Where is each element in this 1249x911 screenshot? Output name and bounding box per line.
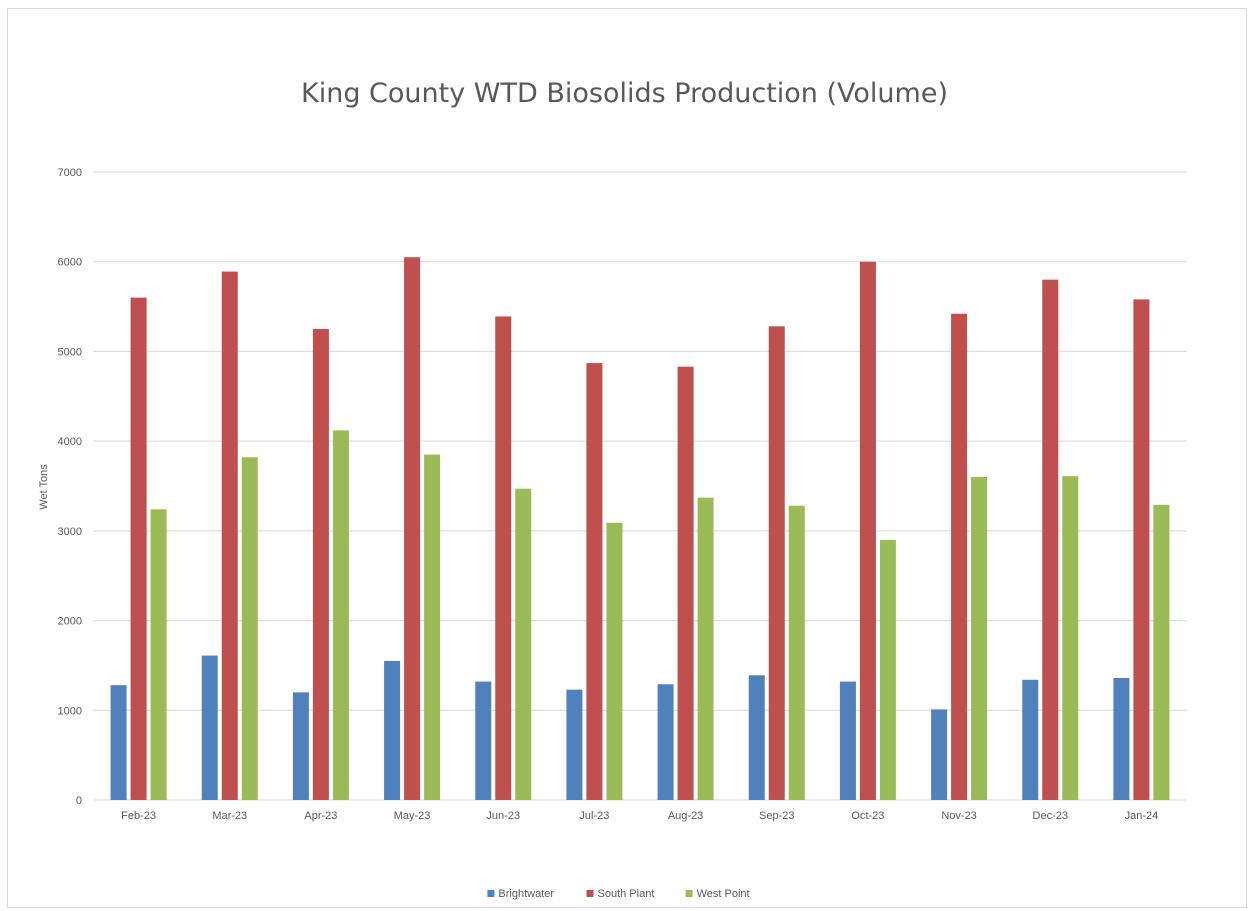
bar-south-plant [951,313,968,800]
y-tick-label: 2000 [58,616,82,628]
bar-brightwater [1022,679,1039,800]
x-tick-label: Feb-23 [121,810,156,822]
bar-west-point [1062,476,1079,800]
bar-west-point [971,477,988,800]
x-tick-label: Dec-23 [1033,810,1068,822]
bar-brightwater [292,692,309,800]
x-tick-label: Nov-23 [941,810,976,822]
y-tick-label: 7000 [58,167,82,179]
x-tick-label: Jan-24 [1125,810,1159,822]
bar-south-plant [677,366,694,800]
bar-west-point [515,488,532,800]
legend-label: West Point [697,888,750,900]
bar-west-point [150,509,167,800]
legend-swatch [487,890,495,897]
y-axis-ticks: 0 1000 2000 3000 4000 5000 6000 7000 [58,167,82,807]
y-tick-label: 5000 [58,346,82,358]
x-tick-label: May-23 [394,810,431,822]
x-tick-label: Mar-23 [212,810,247,822]
bar-west-point [332,430,349,800]
bar-west-point [697,497,714,800]
bar-west-point [241,457,258,800]
legend-swatch [586,890,594,897]
x-tick-label: Sep-23 [759,810,794,822]
gridlines [93,171,1187,801]
bar-south-plant [130,297,147,800]
y-tick-label: 3000 [58,526,82,538]
bar-brightwater [201,655,218,800]
legend: Brightwater South Plant West Point [487,888,750,900]
bar-south-plant [1133,299,1150,800]
y-tick-label: 1000 [58,705,82,717]
y-axis-title: Wet Tons [38,464,50,510]
bar-brightwater [384,660,401,800]
bar-brightwater [1113,677,1130,800]
bar-west-point [1153,504,1170,800]
bar-west-point [879,539,896,800]
bar-brightwater [657,684,674,800]
bar-brightwater [931,709,948,800]
bar-west-point [606,522,623,800]
bar-south-plant [859,261,876,800]
bar-south-plant [1042,279,1059,801]
bar-brightwater [475,681,492,800]
y-tick-label: 0 [76,795,82,807]
legend-label: South Plant [598,888,655,900]
bar-brightwater [110,685,127,800]
bar-south-plant [312,329,329,800]
bar-south-plant [221,271,238,800]
legend-swatch [685,890,693,897]
x-tick-label: Aug-23 [668,810,703,822]
bar-south-plant [404,257,421,800]
bar-brightwater [566,689,583,800]
y-tick-label: 6000 [58,257,82,269]
bar-west-point [788,505,805,800]
bar-south-plant [586,363,603,800]
legend-label: Brightwater [498,888,554,900]
bar-brightwater [748,675,765,800]
x-axis-ticks: Feb-23 Mar-23 Apr-23 May-23 Jun-23 Jul-23 Aug-… [121,810,1158,822]
bars [110,257,1170,801]
x-tick-label: Jul-23 [579,810,609,822]
bar-brightwater [839,681,856,800]
y-tick-label: 4000 [58,436,82,448]
x-tick-label: Oct-23 [851,810,884,822]
x-tick-label: Jun-23 [486,810,520,822]
chart-title: King County WTD Biosolids Production (Vo… [301,78,948,109]
bar-south-plant [495,316,512,800]
x-tick-label: Apr-23 [304,810,337,822]
bar-south-plant [768,326,785,800]
bar-west-point [424,454,441,800]
